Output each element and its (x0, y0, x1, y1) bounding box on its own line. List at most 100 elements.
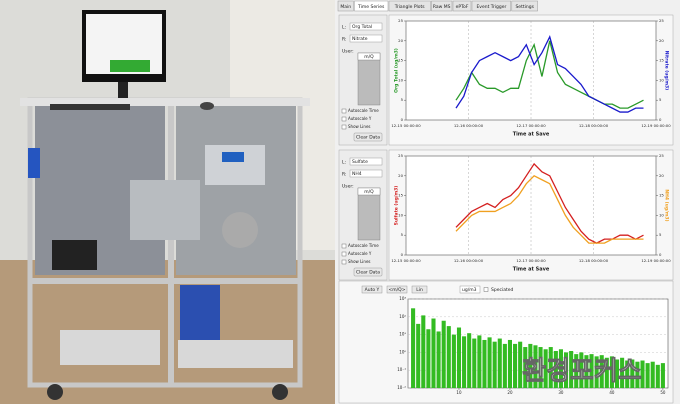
button-label: Lin (416, 287, 423, 293)
series-line (455, 35, 644, 113)
wheel (47, 384, 63, 400)
controller (28, 148, 40, 178)
label: L: (342, 160, 346, 166)
dropdown[interactable] (459, 285, 481, 294)
tab[interactable] (471, 0, 512, 12)
turbo-controller (180, 285, 220, 340)
dropdown[interactable] (349, 22, 383, 31)
bar (456, 327, 462, 388)
x-tick-label: 12-19 00:00:00 (641, 258, 671, 263)
wheel (272, 384, 288, 400)
x-tick-label: 12-17 00:00:00 (516, 258, 546, 263)
checkbox-label: Autoscale Y (348, 251, 372, 256)
checkbox-label: Show Lines (348, 259, 370, 264)
checkbox[interactable] (341, 116, 347, 122)
tab[interactable] (354, 0, 389, 12)
checkbox[interactable] (341, 251, 347, 257)
label: User: (342, 49, 354, 55)
bar (467, 333, 472, 388)
bar (609, 356, 614, 388)
y-tick-label: 20 (398, 173, 403, 178)
y2-tick-label: 20 (659, 173, 664, 178)
dropdown-value: Sulfate (352, 159, 368, 165)
bar (502, 343, 507, 388)
frame-post (168, 100, 174, 385)
monitor-plot (110, 60, 150, 72)
x-tick-label: 12-18 00:00:00 (579, 123, 609, 128)
bar (482, 339, 487, 388)
button[interactable] (361, 285, 383, 294)
rack-unit (60, 330, 160, 365)
y2-tick-label: 10 (659, 77, 664, 82)
dropdown-value: NH4 (352, 171, 362, 177)
bar (487, 337, 492, 388)
button-label: Clear Data (356, 135, 380, 141)
series-line (455, 40, 644, 109)
y2-tick-label: 15 (659, 193, 664, 198)
y-tick-label: 10⁻² (397, 385, 406, 390)
bar (620, 357, 625, 388)
y-tick-label: 10 (398, 77, 403, 82)
tab[interactable] (337, 0, 354, 12)
checkbox[interactable] (341, 259, 347, 265)
tab[interactable] (388, 0, 431, 12)
checkbox-label: Speciated (491, 287, 513, 293)
bar (584, 355, 589, 388)
pump (222, 212, 258, 248)
photo (0, 0, 335, 404)
checkbox[interactable] (341, 124, 347, 130)
bar (426, 329, 431, 388)
checkbox[interactable] (483, 287, 489, 292)
display (222, 152, 244, 162)
x-tick-label: 50 (660, 390, 666, 395)
y2-tick-label: 5 (659, 232, 662, 237)
tab-label: Settings (515, 4, 534, 10)
dropdown-value: Org Total (352, 24, 372, 30)
dropdown[interactable] (349, 169, 383, 178)
bar (548, 347, 553, 388)
checkbox-label: Autoscale Time (348, 108, 379, 113)
tab[interactable] (431, 0, 453, 12)
button[interactable] (386, 285, 408, 294)
listbox[interactable] (357, 187, 381, 241)
tab-label: Raw MS (433, 4, 451, 10)
bar (411, 308, 416, 388)
top-shelf (20, 98, 310, 106)
monitor-stand (118, 82, 128, 98)
bar (614, 359, 620, 388)
listbox[interactable] (357, 52, 381, 106)
checkbox[interactable] (341, 108, 347, 114)
tab[interactable] (452, 0, 472, 12)
bar (543, 349, 548, 388)
bar (431, 318, 436, 388)
x-tick-label: 30 (558, 390, 564, 395)
tab-label: Main (340, 4, 351, 10)
y2-tick-label: 10 (659, 212, 664, 217)
button[interactable] (353, 267, 383, 277)
dropdown[interactable] (349, 34, 383, 43)
bar (640, 360, 645, 388)
bar (513, 343, 518, 388)
tab[interactable] (511, 0, 538, 12)
checkbox-label: Show Lines (348, 124, 370, 129)
bar (564, 352, 569, 388)
x-axis-label: Time at Save (513, 267, 550, 273)
button-label: <m/Q> (389, 287, 406, 293)
button[interactable] (411, 285, 428, 294)
bar (645, 363, 650, 388)
checkbox[interactable] (341, 243, 347, 249)
label: R: (342, 37, 347, 43)
button-label: Clear Data (356, 270, 380, 276)
bar (604, 357, 609, 388)
button[interactable] (353, 132, 383, 142)
y-tick-label: 25 (398, 153, 403, 158)
y2-axis-label: Nitrate (ug/m3) (664, 51, 670, 91)
dropdown-value: ug/m3 (462, 287, 477, 293)
dropdown[interactable] (349, 157, 383, 166)
y-tick-label: 15 (398, 58, 403, 63)
bar (589, 354, 594, 388)
y-tick-label: 5 (401, 97, 404, 102)
watermark: 환경포커스 (522, 357, 642, 387)
y-tick-label: 25 (398, 18, 403, 23)
